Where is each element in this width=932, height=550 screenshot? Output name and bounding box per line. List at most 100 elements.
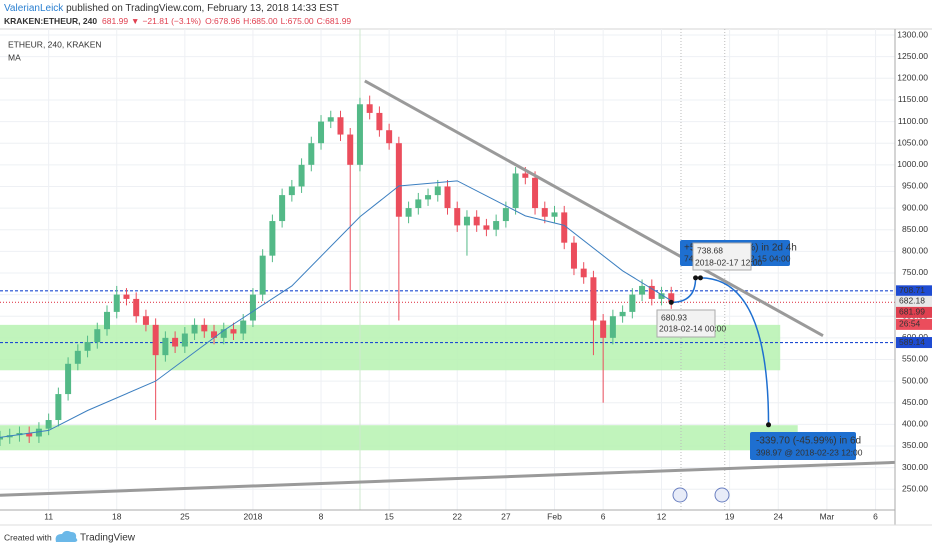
y-tick-label: 850.00 <box>902 224 928 234</box>
candle-body <box>249 294 256 321</box>
y-tick-label: 350.00 <box>902 440 928 450</box>
candle-body <box>152 324 159 356</box>
author[interactable]: ValerianLeick <box>4 3 64 14</box>
candle-body <box>405 208 412 217</box>
candle-body <box>658 293 665 299</box>
candle-body <box>269 221 276 256</box>
candle-body <box>590 277 597 321</box>
y-tick-label: 300.00 <box>902 462 928 472</box>
legend-symbol: ETHEUR, 240, KRAKEN <box>8 39 102 49</box>
y-tick-label: 750.00 <box>902 267 928 277</box>
candle-body <box>65 363 72 395</box>
candle-body <box>395 143 402 217</box>
candle-body <box>259 255 266 295</box>
tooltip-price: 680.93 <box>661 312 687 322</box>
ohlc-high: H:685.00 <box>243 16 278 26</box>
measure-sub: 398.97 @ 2018-02-23 12:00 <box>756 447 863 457</box>
countdown-box <box>896 318 932 330</box>
trendline <box>0 460 896 497</box>
price-label-box <box>896 295 932 307</box>
footer-brand[interactable]: TradingView <box>80 533 136 544</box>
candle-body <box>512 173 519 209</box>
x-tick-label: 15 <box>384 511 394 521</box>
candle-body <box>425 195 432 200</box>
x-tick-label: 19 <box>725 511 735 521</box>
header-line: ValerianLeick published on TradingView.c… <box>4 3 339 14</box>
candle-body <box>240 320 247 334</box>
candle-body <box>133 298 140 317</box>
candle-body <box>609 316 616 338</box>
y-tick-label: 900.00 <box>902 202 928 212</box>
x-tick-label: 8 <box>319 511 324 521</box>
candle-body <box>84 342 91 351</box>
candle-body <box>26 433 33 437</box>
price-label: 681.99 <box>899 307 925 317</box>
candle-body <box>619 311 626 317</box>
candle-body <box>181 333 188 347</box>
candle-body <box>201 324 208 332</box>
x-tick-label: 6 <box>601 511 606 521</box>
arrow: ▼ <box>131 16 139 26</box>
candle-body <box>337 117 344 135</box>
y-tick-label: 1150.00 <box>898 94 928 104</box>
y-tick-label: 1050.00 <box>897 137 928 147</box>
x-tick-label: 18 <box>112 511 122 521</box>
x-tick-label: 2018 <box>243 511 262 521</box>
candle-body <box>298 164 305 187</box>
price-label-box <box>896 306 932 318</box>
candle-body <box>347 134 354 165</box>
candle-body <box>172 337 179 347</box>
candle-body <box>522 173 529 178</box>
change: −21.81 (−3.1%) <box>142 16 201 26</box>
plot: +57.75 (+8.48%) in 2d 4h740.93 @ 2018-02… <box>0 29 896 510</box>
y-tick-label: 1200.00 <box>897 73 928 83</box>
x-tick-label: 24 <box>774 511 784 521</box>
candle-body <box>493 221 500 230</box>
candle-body <box>580 268 587 278</box>
candle-body <box>366 104 373 113</box>
measure-text: -339.70 (-45.99%) in 6d <box>756 436 861 447</box>
x-tick-label: 25 <box>180 511 190 521</box>
candle-body <box>74 350 81 364</box>
projection-point <box>766 422 772 428</box>
x-tick-label: 6 <box>873 511 878 521</box>
tooltip-box <box>656 309 716 338</box>
candle-body <box>668 293 675 303</box>
x-tick-label: 12 <box>657 511 667 521</box>
candle-body <box>104 311 111 330</box>
zone <box>0 324 781 371</box>
tooltip-date: 2018-02-17 12:00 <box>695 257 762 267</box>
x-tick-label: 22 <box>452 511 462 521</box>
y-tick-label: 250.00 <box>902 483 928 493</box>
candle-body <box>308 143 315 165</box>
candle-body <box>434 186 441 196</box>
candle-body <box>570 242 577 269</box>
footer-created: Created with <box>4 532 52 542</box>
ohlc-close: C:681.99 <box>317 16 352 26</box>
symbol: KRAKEN:ETHEUR, 240 <box>4 16 97 26</box>
candle-body <box>288 186 295 196</box>
y-tick-label: 1000.00 <box>897 159 928 169</box>
candle-body <box>142 316 149 325</box>
candle-body <box>551 212 558 217</box>
candle-body <box>473 216 480 226</box>
countdown: 26:54 <box>899 319 921 329</box>
candle-body <box>279 195 286 222</box>
candle-body <box>561 212 568 243</box>
price-label-box <box>896 337 932 349</box>
tooltip-box <box>692 242 752 271</box>
tooltip-date: 2018-02-14 00:00 <box>659 323 726 333</box>
price-label-box <box>896 285 932 297</box>
x-tick-label: 27 <box>501 511 511 521</box>
y-tick-label: 1250.00 <box>897 51 928 61</box>
event-icon <box>714 487 730 503</box>
candle-body <box>211 331 218 338</box>
candle-body <box>123 294 130 299</box>
candle-body <box>648 285 655 299</box>
projection-point <box>693 275 699 281</box>
y-tick-label: 450.00 <box>902 397 928 407</box>
y-tick-label: 800.00 <box>902 246 928 256</box>
candle-body <box>230 329 237 334</box>
quote-line: KRAKEN:ETHEUR, 240 681.99 ▼ −21.81 (−3.1%) O… <box>4 16 351 26</box>
